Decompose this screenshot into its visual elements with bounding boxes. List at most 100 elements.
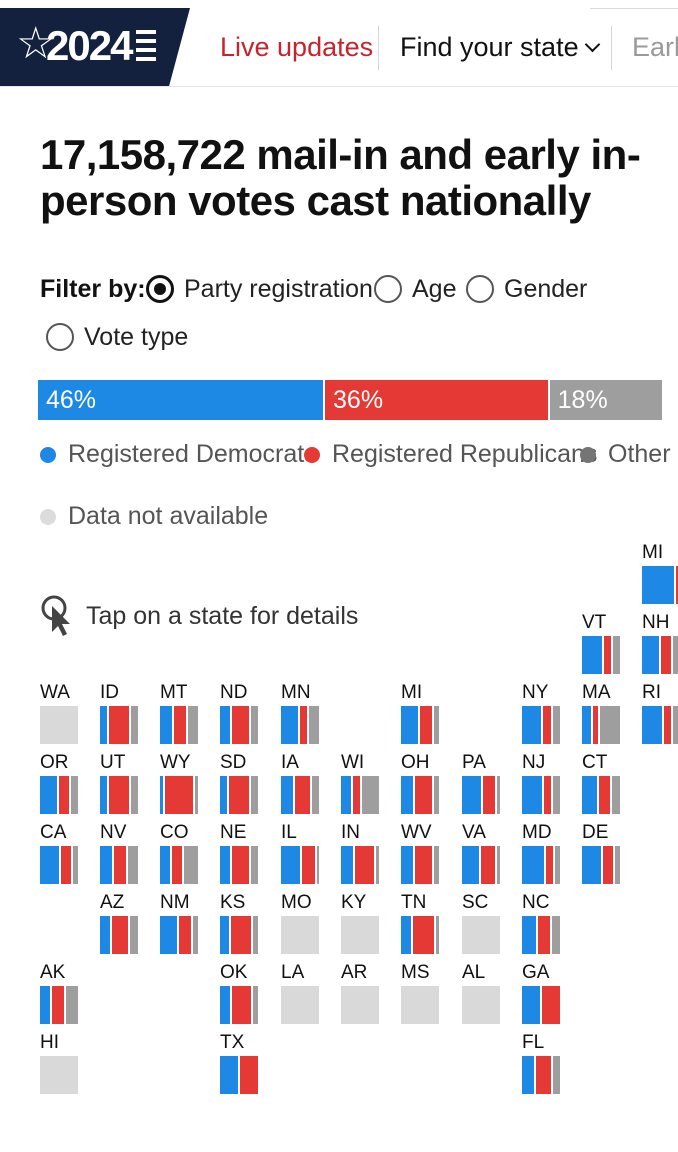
state-tile-fl[interactable]: FL <box>522 1032 560 1094</box>
dem-bar <box>522 1056 534 1094</box>
state-tile-mt[interactable]: MT <box>160 682 199 744</box>
state-tile-mo[interactable]: MO <box>281 892 319 954</box>
state-tile-wv[interactable]: WV <box>401 822 439 884</box>
state-tile-oh[interactable]: OH <box>401 752 439 814</box>
nav-early[interactable]: Early <box>632 32 678 62</box>
state-tile-ks[interactable]: KS <box>220 892 258 954</box>
state-tile-nm[interactable]: NM <box>160 892 198 954</box>
filter-vote-type-radio[interactable]: Vote type <box>46 320 188 354</box>
state-tile-md[interactable]: MD <box>522 822 560 884</box>
state-share-tile <box>642 706 678 744</box>
state-tile-tn[interactable]: TN <box>401 892 440 954</box>
state-tile-az[interactable]: AZ <box>100 892 138 954</box>
state-label: RI <box>642 682 661 703</box>
state-tile-co[interactable]: CO <box>160 822 198 884</box>
tap-hint-text: Tap on a state for details <box>86 601 359 630</box>
state-tile-sc[interactable]: SC <box>462 892 500 954</box>
state-label: OR <box>40 752 69 773</box>
state-tile-ga[interactable]: GA <box>522 962 560 1024</box>
state-tile-il[interactable]: IL <box>281 822 319 884</box>
rep-bar <box>664 706 672 744</box>
state-tile-tx[interactable]: TX <box>220 1032 258 1094</box>
state-tile-wi[interactable]: WI <box>341 752 379 814</box>
pointer-click-icon <box>41 595 70 636</box>
rep-bar <box>172 846 183 884</box>
state-tile-ms[interactable]: MS <box>401 962 439 1024</box>
radio-unselected-icon <box>466 275 494 303</box>
state-tile-nc[interactable]: NC <box>522 892 560 954</box>
state-tile-mi[interactable]: MI <box>401 682 439 744</box>
state-tile-nv[interactable]: NV <box>100 822 139 884</box>
state-tile-wa[interactable]: WA <box>40 682 78 744</box>
state-tile-la[interactable]: LA <box>281 962 319 1024</box>
state-label: VT <box>582 612 607 633</box>
filter-age-radio[interactable]: Age <box>374 272 456 306</box>
state-tile-al[interactable]: AL <box>462 962 500 1024</box>
state-tile-ky[interactable]: KY <box>341 892 379 954</box>
dem-bar <box>341 776 352 814</box>
state-tile-nj[interactable]: NJ <box>522 752 560 814</box>
state-label: WI <box>341 752 365 773</box>
filter-gender-radio[interactable]: Gender <box>466 272 587 306</box>
other-bar <box>553 706 560 744</box>
election-2024-logo[interactable]: ☆ 2024 <box>0 8 190 86</box>
rep-bar <box>301 846 316 884</box>
state-label: CT <box>582 752 608 773</box>
nav-find-your-state-label: Find your state <box>400 32 579 62</box>
top-navigation: ☆ 2024 Live updates Find your state Earl… <box>0 0 678 87</box>
state-tile-vt[interactable]: VT <box>582 612 620 674</box>
other-bar <box>131 776 138 814</box>
other-bar <box>553 776 560 814</box>
dem-bar <box>582 776 598 814</box>
state-tile-ri[interactable]: RI <box>642 682 678 744</box>
rep-bar <box>542 706 552 744</box>
filter-label: Filter by: <box>40 275 146 303</box>
state-tile-ut[interactable]: UT <box>100 752 138 814</box>
state-tile-or[interactable]: OR <box>40 752 78 814</box>
state-tile-id[interactable]: ID <box>100 682 138 744</box>
state-tile-nh[interactable]: NH <box>642 612 678 674</box>
state-tile-ca[interactable]: CA <box>40 822 78 884</box>
state-tile-me[interactable]: MI <box>642 542 678 604</box>
state-share-tile <box>100 846 139 884</box>
filter-party-registration-radio[interactable]: Party registration <box>146 272 373 306</box>
state-tile-wy[interactable]: WY <box>160 752 199 814</box>
rep-bar <box>173 706 186 744</box>
state-tile-ct[interactable]: CT <box>582 752 620 814</box>
state-tile-nd[interactable]: ND <box>220 682 258 744</box>
state-tile-ny[interactable]: NY <box>522 682 560 744</box>
state-label: SC <box>462 892 489 913</box>
other-bar <box>192 916 198 954</box>
legend-dot-icon <box>40 508 56 525</box>
state-tile-ne[interactable]: NE <box>220 822 258 884</box>
state-tile-ma[interactable]: MA <box>582 682 620 744</box>
nav-find-your-state[interactable]: Find your state <box>400 30 600 64</box>
state-tile-ak[interactable]: AK <box>40 962 79 1024</box>
state-label: CO <box>160 822 189 843</box>
radio-unselected-icon <box>374 275 402 303</box>
state-tile-va[interactable]: VA <box>462 822 500 884</box>
state-tile-hi[interactable]: HI <box>40 1032 78 1094</box>
state-tile-sd[interactable]: SD <box>220 752 258 814</box>
state-tile-in[interactable]: IN <box>341 822 380 884</box>
state-tile-de[interactable]: DE <box>582 822 620 884</box>
state-tile-mn[interactable]: MN <box>281 682 319 744</box>
state-label: MO <box>281 892 312 913</box>
state-share-tile <box>462 776 501 814</box>
tap-hint: Tap on a state for details <box>40 594 358 638</box>
state-tile-ok[interactable]: OK <box>220 962 258 1024</box>
other-bar <box>66 986 79 1024</box>
rep-bar <box>59 776 70 814</box>
nav-live-updates[interactable]: Live updates <box>220 32 374 62</box>
state-share-tile <box>582 706 620 744</box>
state-share-tile <box>281 986 319 1024</box>
state-label: KY <box>341 892 367 913</box>
state-share-tile <box>642 566 678 604</box>
state-tile-ar[interactable]: AR <box>341 962 379 1024</box>
other-bar <box>673 706 678 744</box>
dem-bar <box>401 916 412 954</box>
state-tile-pa[interactable]: PA <box>462 752 501 814</box>
state-label: NE <box>220 822 247 843</box>
other-bar <box>673 636 678 674</box>
state-tile-ia[interactable]: IA <box>281 752 319 814</box>
